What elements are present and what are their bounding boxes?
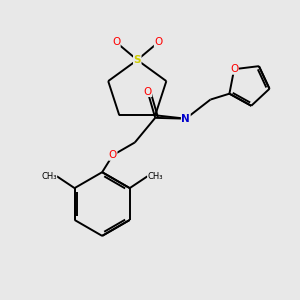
Text: O: O (154, 37, 163, 47)
Text: S: S (134, 55, 141, 65)
Text: O: O (143, 86, 152, 97)
Text: O: O (109, 150, 117, 160)
Text: O: O (230, 64, 238, 74)
Text: N: N (182, 114, 190, 124)
Text: CH₃: CH₃ (41, 172, 57, 181)
Text: O: O (112, 37, 120, 47)
Text: CH₃: CH₃ (148, 172, 163, 181)
